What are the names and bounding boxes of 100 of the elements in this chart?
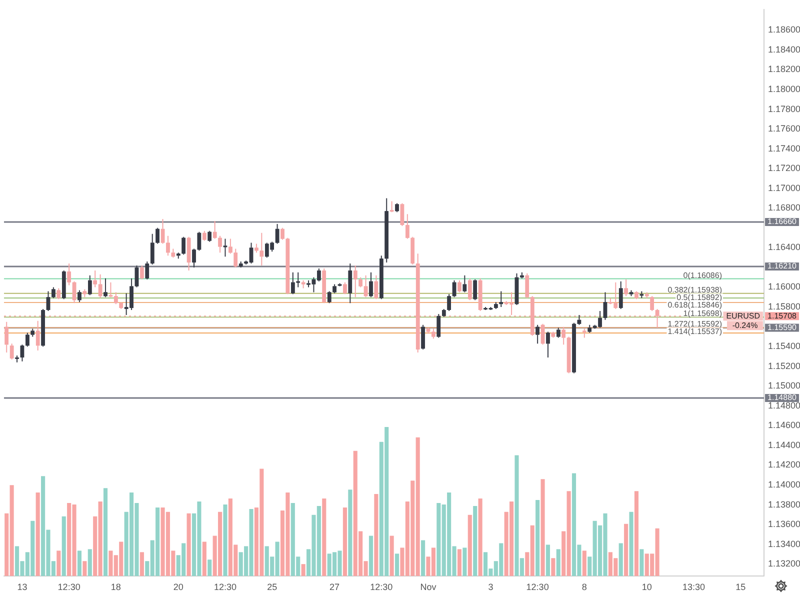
bar: [223, 504, 228, 576]
x-tick-label: 18: [110, 582, 121, 592]
bar: [421, 540, 426, 576]
bar: [478, 498, 482, 576]
candlestick: [301, 280, 306, 289]
bar: [348, 490, 352, 576]
bar: [468, 514, 472, 576]
candlestick: [546, 331, 550, 358]
bar: [634, 491, 638, 576]
candlestick: [260, 232, 264, 266]
candlestick: [618, 280, 623, 310]
ref-line-label: 1(1.15698): [683, 309, 722, 318]
candlestick: [452, 280, 456, 298]
ref-line-label: 1.15590: [768, 323, 798, 332]
candlestick: [629, 290, 634, 297]
x-tick-label: 27: [330, 582, 340, 592]
x-tick-label: Nov: [420, 582, 437, 592]
candlestick: [286, 237, 290, 295]
candlestick: [4, 321, 8, 354]
y-tick-label: 1.13800: [768, 499, 800, 510]
candlestick: [514, 272, 519, 306]
y-tick-label: 1.18000: [768, 84, 800, 94]
candlestick: [88, 274, 92, 296]
candlestick: [212, 220, 217, 240]
bar: [457, 549, 462, 576]
candlestick: [332, 284, 336, 294]
y-tick-label: 1.14600: [768, 420, 800, 430]
y-tick-label: 1.18400: [768, 44, 800, 54]
bar: [374, 494, 378, 576]
x-tick-label: 10: [642, 582, 652, 592]
ref-line-label: 0.618(1.15846): [668, 300, 722, 310]
candlestick: [468, 278, 472, 301]
x-tick-label: 12:30: [58, 582, 80, 592]
x-tick-label: 12:30: [370, 582, 393, 592]
candlestick: [186, 236, 191, 271]
x-tick-label: 12:30: [526, 582, 549, 592]
candlestick: [384, 198, 388, 264]
candlestick: [447, 294, 451, 312]
bar: [618, 543, 623, 576]
bar: [462, 548, 467, 576]
candlestick: [72, 280, 76, 304]
bar: [322, 498, 326, 576]
bar: [208, 560, 212, 576]
candlestick: [275, 223, 280, 244]
y-tick-label: 1.13200: [768, 558, 800, 569]
bar: [140, 552, 144, 576]
candlestick: [238, 261, 243, 268]
bar: [62, 516, 66, 576]
candlestick: [10, 343, 14, 360]
x-tick-label: 3: [488, 582, 494, 592]
ref-line-label: 1.16660: [768, 217, 798, 226]
candlestick: [150, 233, 154, 266]
candlestick: [473, 278, 477, 301]
y-tick-label: 1.15200: [768, 360, 800, 371]
candlestick: [67, 263, 71, 286]
candlestick: [358, 276, 362, 288]
ref-line-label: 1.14880: [768, 393, 798, 402]
bar: [473, 506, 478, 576]
bar: [368, 536, 374, 576]
y-tick-label: 1.14800: [768, 400, 800, 410]
candlestick: [624, 278, 628, 297]
ref-line-label: 0.382(1.15938): [668, 285, 722, 294]
bar: [629, 512, 634, 576]
candlestick: [369, 272, 373, 298]
candlestick: [562, 326, 566, 346]
annotation: EURUSD: [726, 311, 760, 320]
bar: [103, 488, 108, 576]
candlestick: [572, 322, 576, 374]
annotation: -0.24%: [732, 320, 758, 330]
candlestick: [603, 292, 608, 320]
candlestick: [166, 235, 170, 256]
candlestick: [395, 202, 399, 213]
x-tick-label: 13: [17, 582, 28, 592]
x-tick-label: 8: [582, 582, 587, 592]
candlestick: [525, 272, 530, 299]
y-tick-label: 1.14200: [768, 460, 800, 470]
bar: [36, 492, 40, 576]
ref-line-label: 1.16210: [768, 262, 798, 271]
x-tick-label: 12:30: [214, 582, 236, 592]
candlestick: [156, 227, 160, 244]
y-tick-label: 1.16800: [768, 202, 800, 213]
y-tick-label: 1.18200: [768, 64, 800, 74]
ref-line-label: 1.15708: [768, 311, 798, 320]
candlestick: [202, 230, 206, 242]
y-tick-label: 1.16000: [768, 282, 800, 292]
candlestick: [228, 238, 232, 254]
candlestick: [93, 270, 97, 288]
candlestick: [494, 302, 498, 310]
candlestick: [98, 274, 102, 299]
candlestick: [478, 278, 482, 312]
bar: [390, 536, 394, 576]
ref-line-label: 1.272(1.15592): [668, 320, 722, 329]
candlestick: [171, 248, 176, 258]
candlestick: [78, 290, 82, 303]
bar: [551, 558, 556, 576]
bar: [56, 550, 61, 576]
y-tick-label: 1.15400: [768, 341, 800, 352]
candlestick: [458, 280, 462, 293]
bar: [77, 550, 82, 576]
bar: [301, 564, 306, 576]
